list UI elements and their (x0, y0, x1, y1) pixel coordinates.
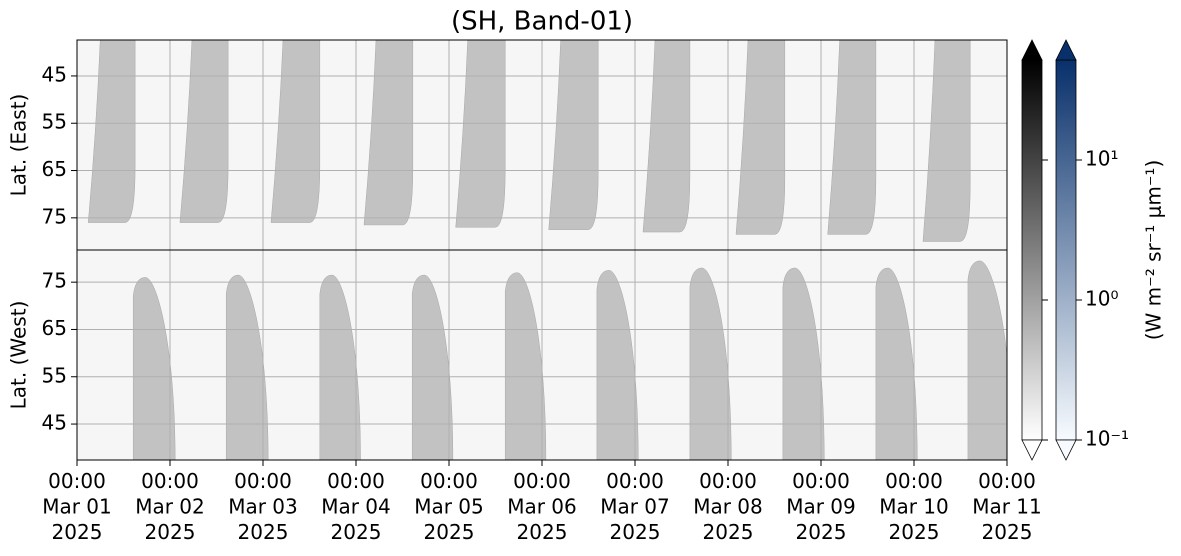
swath (922, 40, 971, 242)
x-tick-label-line: Mar 07 (600, 494, 670, 518)
x-tick-label-line: 2025 (610, 520, 661, 544)
x-tick-label: 00:00 Mar 08 2025 (693, 469, 763, 544)
y-tick-label: 75 (42, 269, 67, 293)
x-tick-label: 00:00 Mar 11 2025 (972, 469, 1042, 544)
swath (455, 40, 506, 228)
swath (827, 40, 877, 235)
x-tick-label-line: 00:00 (885, 469, 943, 493)
x-tick-label-line: 2025 (982, 520, 1033, 544)
x-tick-label-line: Mar 03 (228, 494, 298, 518)
swath (319, 274, 361, 460)
x-tick-label-line: 2025 (145, 520, 196, 544)
swath (225, 274, 269, 460)
swaths (87, 40, 971, 242)
x-tick-label: 00:00 Mar 06 2025 (507, 469, 577, 544)
x-tick-label: 00:00 Mar 05 2025 (414, 469, 484, 544)
swath (179, 40, 229, 223)
colorbar-label: (W m⁻² sr⁻¹ μm⁻¹) (1142, 160, 1166, 341)
swath (875, 267, 918, 460)
colorbar-tick-label: 10⁻¹ (1085, 427, 1129, 451)
x-tick-label-line: 00:00 (699, 469, 757, 493)
x-tick-label-line: 00:00 (327, 469, 385, 493)
colorbar-extend-min (1021, 439, 1043, 461)
x-tick-label-line: 2025 (796, 520, 847, 544)
swath (87, 40, 136, 223)
x-tick-label-line: 00:00 (420, 469, 478, 493)
swath (642, 40, 691, 233)
y-tick-label: 45 (42, 411, 67, 435)
y-axis-label: Lat. (West) (7, 301, 31, 410)
swath (596, 270, 639, 460)
x-tick-label-line: Mar 02 (135, 494, 205, 518)
y-tick-label: 45 (42, 62, 67, 86)
colorbar-tick-label: 10⁰ (1085, 287, 1118, 311)
x-tick-label: 00:00 Mar 09 2025 (786, 469, 856, 544)
y-tick-label: 55 (42, 110, 67, 134)
colorbar-extend-max (1055, 39, 1077, 61)
x-tick-label: 00:00 Mar 02 2025 (135, 469, 205, 544)
colorbar (1055, 59, 1077, 441)
x-tick-label: 00:00 Mar 04 2025 (321, 469, 391, 544)
swaths (132, 260, 1007, 460)
colorbar (1021, 59, 1043, 441)
x-tick-label-line: Mar 11 (972, 494, 1042, 518)
swath (504, 272, 547, 460)
x-tick-label-line: 2025 (889, 520, 940, 544)
swath (735, 40, 786, 235)
x-tick-label-line: 00:00 (48, 469, 106, 493)
chart-title: (SH, Band-01) (451, 7, 633, 37)
x-tick-label-line: 2025 (52, 520, 103, 544)
swath (967, 260, 1007, 460)
x-tick-label-line: 00:00 (513, 469, 571, 493)
swath (270, 40, 321, 223)
x-tick-label-line: 2025 (331, 520, 382, 544)
x-tick-label: 00:00 Mar 01 2025 (42, 469, 112, 544)
swath (689, 267, 732, 460)
x-tick-label-line: 00:00 (792, 469, 850, 493)
y-axis-label: Lat. (East) (7, 94, 31, 197)
x-tick-label-line: 2025 (424, 520, 475, 544)
y-tick-label: 65 (42, 316, 67, 340)
x-tick-label-line: Mar 05 (414, 494, 484, 518)
colorbar-extend-min (1055, 439, 1077, 461)
x-tick-label: 00:00 Mar 03 2025 (228, 469, 298, 544)
x-tick-label-line: Mar 08 (693, 494, 763, 518)
x-tick-label-line: 00:00 (234, 469, 292, 493)
y-tick-label: 55 (42, 363, 67, 387)
x-tick-label: 00:00 Mar 10 2025 (879, 469, 949, 544)
colorbar-extend-max (1021, 39, 1043, 61)
y-tick-label: 75 (42, 204, 67, 228)
x-tick-label: 00:00 Mar 07 2025 (600, 469, 670, 544)
x-tick-label-line: Mar 01 (42, 494, 112, 518)
x-tick-label-line: 2025 (517, 520, 568, 544)
x-tick-label-line: Mar 09 (786, 494, 856, 518)
y-tick-label: 65 (42, 157, 67, 181)
x-tick-label-line: 00:00 (978, 469, 1036, 493)
x-tick-label-line: 00:00 (606, 469, 664, 493)
swath (548, 40, 599, 230)
x-tick-label-line: 2025 (703, 520, 754, 544)
x-tick-label-line: Mar 04 (321, 494, 391, 518)
swath (782, 267, 825, 460)
swath (132, 277, 176, 460)
x-tick-label-line: Mar 10 (879, 494, 949, 518)
x-tick-label-line: Mar 06 (507, 494, 577, 518)
swath (411, 274, 454, 460)
x-tick-label-line: 00:00 (141, 469, 199, 493)
x-tick-label-line: 2025 (238, 520, 289, 544)
colorbar-tick-label: 10¹ (1085, 147, 1118, 171)
